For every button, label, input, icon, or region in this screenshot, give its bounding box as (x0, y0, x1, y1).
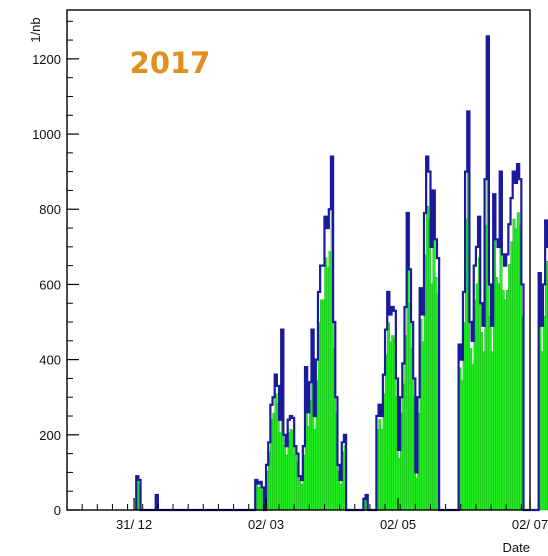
y-tick-label: 800 (39, 202, 61, 217)
y-tick-label: 1200 (32, 52, 61, 67)
x-tick-label: 02/ 03 (248, 517, 284, 532)
x-tick-label: 02/ 05 (380, 517, 416, 532)
x-axis-label: Date (503, 540, 530, 555)
y-axis-label: 1/nb (28, 17, 43, 42)
x-tick-label: 02/ 07 (512, 517, 548, 532)
y-tick-label: 0 (54, 503, 61, 518)
year-annotation: 2017 (130, 46, 211, 80)
y-tick-label: 400 (39, 353, 61, 368)
plot-frame (66, 9, 531, 511)
x-tick-label: 31/ 12 (116, 517, 152, 532)
y-tick-label: 600 (39, 277, 61, 292)
lumi-outline (135, 35, 548, 512)
y-tick-label: 1000 (32, 127, 61, 142)
y-tick-label: 200 (39, 428, 61, 443)
